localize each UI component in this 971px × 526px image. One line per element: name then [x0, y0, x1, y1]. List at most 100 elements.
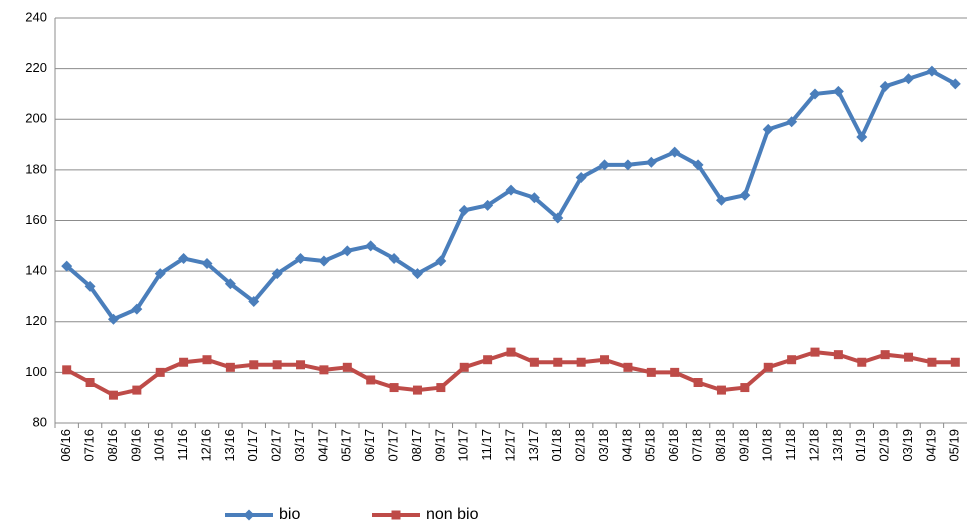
- data-point: [132, 385, 142, 395]
- data-point: [202, 355, 212, 365]
- x-tick-label: 12/18: [806, 429, 821, 462]
- data-point: [600, 355, 610, 365]
- x-tick-label: 03/17: [292, 429, 307, 462]
- data-point: [85, 378, 95, 387]
- x-tick-label: 05/19: [947, 429, 962, 462]
- x-tick-label: 07/17: [386, 429, 401, 462]
- y-tick-label: 160: [25, 212, 47, 227]
- y-tick-label: 80: [33, 414, 47, 429]
- data-point: [131, 303, 143, 315]
- series-line: [65, 350, 956, 398]
- data-point: [950, 357, 960, 367]
- x-tick-label: 13/18: [830, 429, 845, 462]
- data-point: [575, 171, 587, 183]
- data-point: [669, 146, 681, 158]
- data-point: [224, 278, 236, 290]
- data-point: [388, 252, 400, 264]
- data-point: [319, 365, 329, 375]
- x-tick-label: 06/17: [362, 429, 377, 462]
- x-tick-label: 07/18: [690, 429, 705, 462]
- y-tick-label: 140: [25, 263, 47, 278]
- data-point: [716, 385, 726, 395]
- y-tick-label: 120: [25, 313, 47, 328]
- data-point: [740, 383, 750, 393]
- data-point: [949, 78, 961, 90]
- y-tick-label: 240: [25, 9, 47, 24]
- data-point: [879, 80, 891, 92]
- data-point: [833, 350, 843, 360]
- data-point: [482, 199, 494, 211]
- x-tick-label: 10/17: [456, 429, 471, 462]
- data-point: [646, 367, 656, 377]
- data-point: [505, 184, 517, 196]
- data-point: [927, 357, 937, 367]
- data-point: [107, 313, 119, 325]
- data-point: [692, 159, 704, 171]
- y-tick-label: 220: [25, 60, 47, 75]
- data-point: [318, 255, 330, 267]
- x-tick-label: 08/16: [105, 429, 120, 462]
- data-point: [903, 73, 915, 85]
- data-point: [528, 192, 540, 204]
- data-point: [576, 357, 586, 367]
- data-point: [787, 355, 797, 365]
- data-point: [810, 347, 820, 357]
- x-tick-label: 03/19: [900, 429, 915, 462]
- data-point: [389, 383, 399, 393]
- legend-marker: [243, 509, 255, 521]
- legend-marker: [391, 510, 401, 520]
- x-tick-label: 02/18: [573, 429, 588, 462]
- data-point: [857, 357, 867, 367]
- data-point: [271, 268, 283, 280]
- data-point: [272, 360, 282, 370]
- data-point: [295, 252, 307, 264]
- data-point: [459, 362, 469, 372]
- x-tick-label: 01/18: [549, 429, 564, 462]
- data-point: [84, 280, 96, 292]
- data-point: [856, 131, 868, 143]
- x-tick-label: 08/17: [409, 429, 424, 462]
- data-point: [904, 352, 914, 362]
- data-point: [61, 260, 73, 272]
- data-point: [599, 159, 611, 171]
- x-tick-label: 01/19: [853, 429, 868, 462]
- data-point: [670, 367, 680, 377]
- data-point: [342, 362, 352, 372]
- data-point: [483, 355, 493, 365]
- data-point: [786, 116, 798, 128]
- data-point: [762, 123, 774, 135]
- x-tick-label: 08/18: [713, 429, 728, 462]
- x-tick-label: 02/17: [269, 429, 284, 462]
- data-point: [108, 390, 118, 400]
- x-tick-label: 06/18: [666, 429, 681, 462]
- data-point: [739, 189, 751, 201]
- legend-label: non bio: [426, 506, 479, 523]
- x-tick-label: 06/16: [58, 429, 73, 462]
- y-tick-label: 180: [25, 161, 47, 176]
- x-tick-label: 05/17: [339, 429, 354, 462]
- x-tick-label: 13/17: [526, 429, 541, 462]
- data-point: [155, 367, 165, 377]
- data-point: [763, 362, 773, 372]
- x-tick-label: 11/16: [175, 429, 190, 461]
- data-point: [506, 347, 516, 357]
- x-tick-label: 11/18: [783, 429, 798, 461]
- x-tick-label: 12/17: [502, 429, 517, 462]
- x-tick-label: 05/18: [643, 429, 658, 462]
- data-point: [832, 85, 844, 97]
- x-tick-label: 09/18: [736, 429, 751, 462]
- x-tick-label: 01/17: [245, 429, 260, 462]
- data-point: [645, 156, 657, 168]
- legend-label: bio: [279, 506, 300, 523]
- data-point: [178, 252, 190, 264]
- data-point: [435, 255, 447, 267]
- x-tick-label: 10/16: [152, 429, 167, 462]
- data-point: [715, 194, 727, 206]
- data-point: [225, 362, 235, 372]
- data-point: [248, 296, 260, 307]
- x-tick-label: 02/19: [877, 429, 892, 462]
- data-point: [622, 159, 634, 171]
- x-tick-label: 13/16: [222, 429, 237, 462]
- y-tick-label: 200: [25, 111, 47, 126]
